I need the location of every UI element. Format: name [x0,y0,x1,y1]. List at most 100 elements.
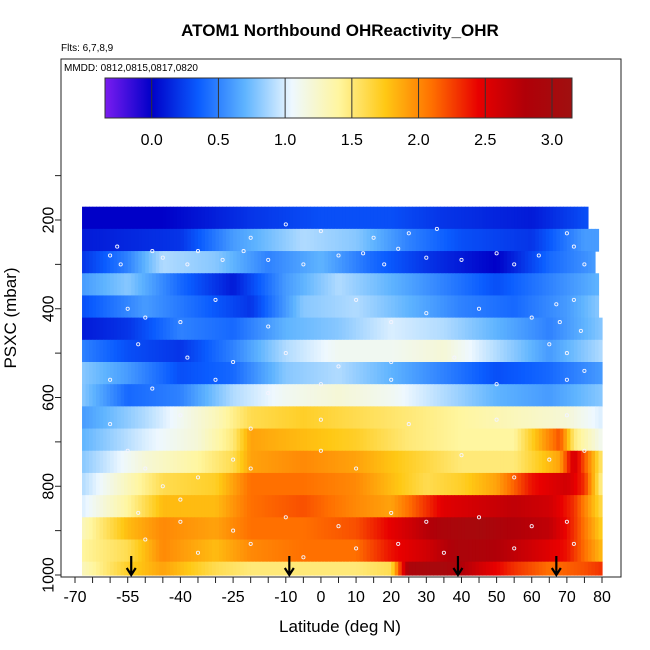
heatmap-cell [261,428,266,452]
heatmap-cell [426,362,431,385]
heatmap-cell [412,228,417,252]
heatmap-cell [317,472,322,496]
heatmap-cell [320,495,326,518]
heatmap-cell [493,384,498,407]
heatmap-cell [363,206,368,230]
heatmap-cell [334,539,340,563]
heatmap-cell [124,406,129,430]
heatmap-cell [412,450,417,474]
heatmap-cell [443,384,449,407]
heatmap-cell [398,228,403,252]
heatmap-cell [233,206,238,230]
heatmap-cell [559,517,564,541]
heatmap-cell [500,539,505,563]
heatmap-cell [289,495,294,518]
heatmap-cell [159,251,164,274]
heatmap-cell [310,561,315,576]
heatmap-cell [370,251,375,274]
heatmap-cell [587,273,593,297]
heatmap-cell [345,295,350,319]
heatmap-cell [475,561,480,576]
heatmap-cell [197,561,203,576]
heatmap-cell [559,539,564,563]
heatmap-cell [313,295,319,319]
heatmap-cell [401,362,406,385]
heatmap-cell [99,228,104,252]
heatmap-cell [257,561,262,576]
heatmap-cell [349,561,354,576]
heatmap-cell [215,517,220,541]
heatmap-cell [334,406,340,430]
heatmap-cell [275,295,280,319]
heatmap-cell [584,339,589,363]
heatmap-cell [236,295,241,319]
heatmap-cell [103,273,108,297]
heatmap-cell [415,428,420,452]
heatmap-cell [538,317,543,341]
heatmap-cell [180,362,185,385]
heatmap-cell [356,450,361,474]
heatmap-cell [169,472,174,496]
heatmap-cell [415,273,420,297]
heatmap-cell [134,428,139,452]
heatmap-cell [187,384,192,407]
heatmap-cell [356,517,361,541]
heatmap-cell [450,206,456,230]
heatmap-cell [419,472,424,496]
heatmap-cell [370,206,375,230]
heatmap-cell [226,362,231,385]
heatmap-cell [338,428,343,452]
heatmap-cell [324,251,329,274]
heatmap-cell [528,384,533,407]
heatmap-cell [594,517,600,541]
heatmap-cell [373,273,378,297]
heatmap-cell [317,251,322,274]
heatmap-cell [370,406,375,430]
heatmap-cell [317,406,322,430]
heatmap-cell [538,450,543,474]
heatmap-cell [310,428,315,452]
heatmap-cell [524,406,529,430]
heatmap-cell [447,362,452,385]
heatmap-cell [433,362,438,385]
heatmap-cell [398,273,403,297]
heatmap-cell [577,539,582,563]
heatmap-cell [271,472,276,496]
heatmap-cell [429,295,434,319]
heatmap-cell [363,539,368,563]
heatmap-cell [89,295,94,319]
heatmap-cell [363,495,368,518]
heatmap-cell [292,472,297,496]
heatmap-cell [528,339,533,363]
heatmap-cell [261,472,266,496]
heatmap-cell [254,228,259,252]
heatmap-cell [257,406,262,430]
heatmap-cell [507,561,512,576]
heatmap-cell [194,495,199,518]
heatmap-cell [594,295,600,319]
heatmap-cell [436,495,441,518]
heatmap-cell [254,472,259,496]
heatmap-cell [566,561,571,576]
heatmap-cell [306,539,311,563]
heatmap-cell [278,273,283,297]
heatmap-cell [138,495,143,518]
heatmap-cell [176,206,181,230]
heatmap-cell [391,472,396,496]
heatmap-cell [247,406,252,430]
heatmap-cell [507,428,512,452]
heatmap-cell [352,206,357,230]
heatmap-cell [440,251,445,274]
heatmap-cell [391,251,396,274]
heatmap-cell [299,206,304,230]
heatmap-cell [521,273,526,297]
heatmap-cell [240,295,245,319]
heatmap-cell [219,450,224,474]
heatmap-cell [268,362,273,385]
heatmap-cell [85,273,90,297]
heatmap-cell [528,428,533,452]
heatmap-cell [366,206,371,230]
heatmap-cell [528,228,533,252]
heatmap-cell [152,362,157,385]
heatmap-cell [349,406,354,430]
